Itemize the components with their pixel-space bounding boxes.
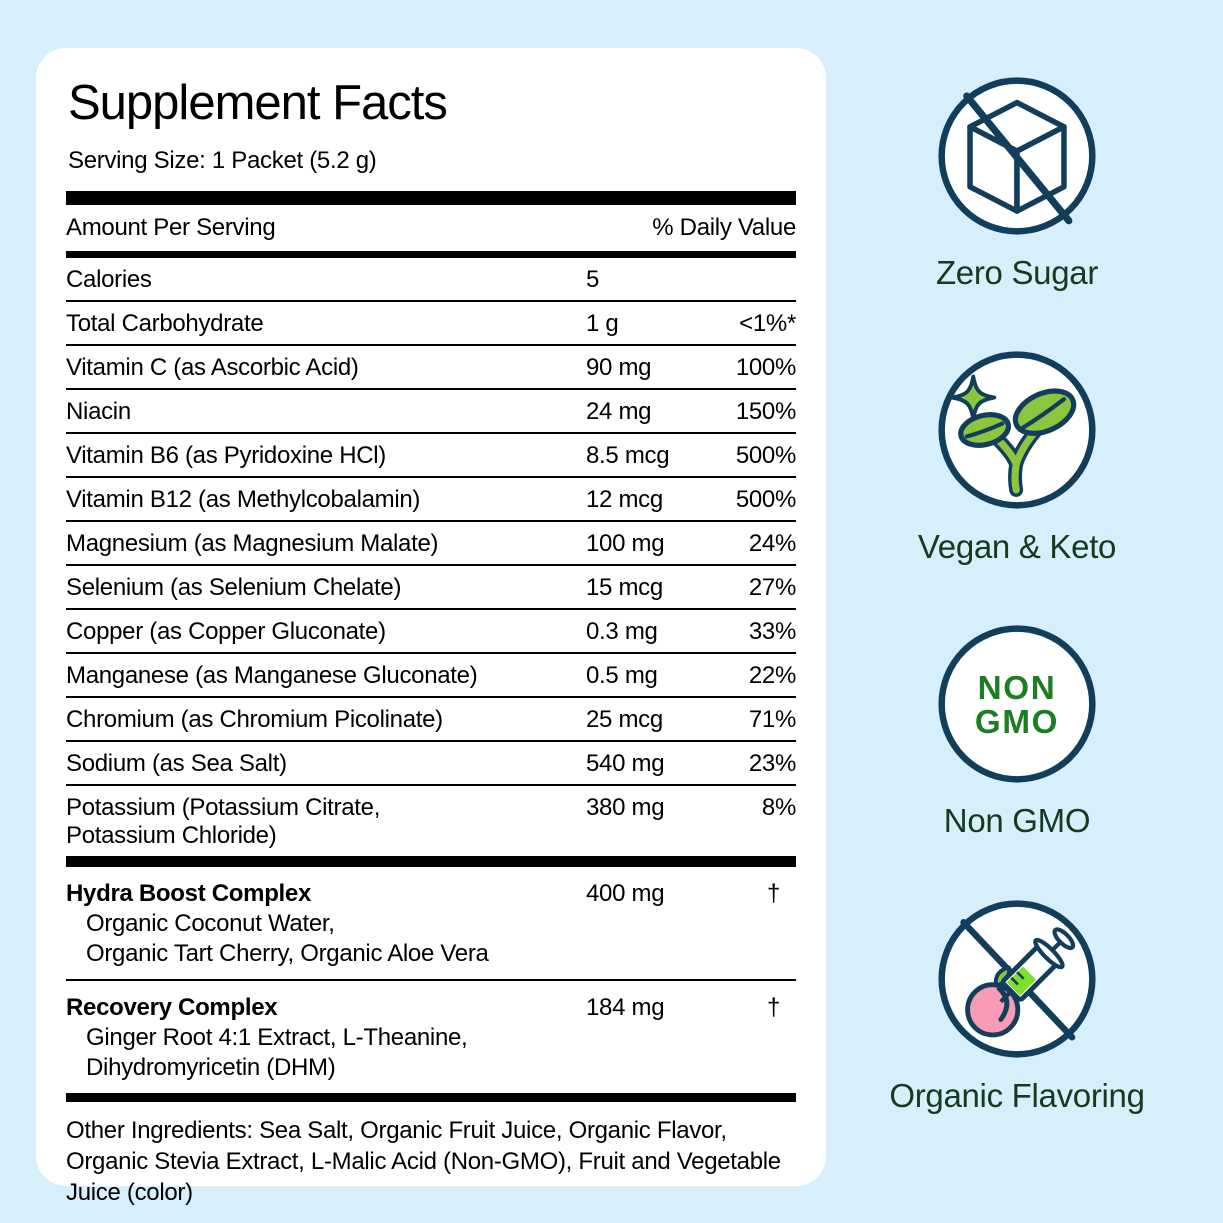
- table-row: Chromium (as Chromium Picolinate) 25 mcg…: [66, 698, 796, 743]
- badge-non-gmo: NON GMO Non GMO: [936, 623, 1098, 842]
- seal-text-line2: GMO: [975, 705, 1059, 742]
- badge-column: Zero Sugar Vegan & Keto NON GMO Non GMO: [886, 75, 1148, 1172]
- header-amount-per-serving: Amount Per Serving: [66, 214, 276, 242]
- complex-name: Recovery Complex: [66, 994, 278, 1022]
- nutrient-dv: <1%*: [739, 310, 796, 338]
- table-row: Sodium (as Sea Salt) 540 mg 23%: [66, 742, 796, 787]
- complex-block-recovery: Recovery Complex 184 mg † Ginger Root 4:…: [66, 981, 796, 1093]
- table-row: Calories 5: [66, 258, 796, 303]
- nutrient-dv: 71%: [748, 706, 796, 734]
- nutrient-amount: 15 mcg: [586, 574, 663, 602]
- table-header: Amount Per Serving % Daily Value: [66, 205, 796, 251]
- badge-zero-sugar: Zero Sugar: [936, 75, 1098, 294]
- seal-text-line1: NON: [978, 671, 1057, 708]
- nutrient-amount: 0.3 mg: [586, 618, 658, 646]
- divider-heavy: [66, 858, 796, 868]
- nutrient-name: Vitamin B6 (as Pyridoxine HCl): [66, 442, 387, 470]
- nutrient-dv: [716, 266, 796, 294]
- nutrient-amount: 1 g: [586, 310, 619, 338]
- nutrient-dv: 24%: [748, 530, 796, 558]
- nutrient-name: Vitamin C (as Ascorbic Acid): [66, 354, 359, 382]
- table-row: Vitamin C (as Ascorbic Acid) 90 mg 100%: [66, 346, 796, 391]
- complex-dv-dagger: †: [766, 994, 780, 1022]
- complex-name: Hydra Boost Complex: [66, 880, 312, 908]
- serving-size: Serving Size: 1 Packet (5.2 g): [68, 147, 377, 175]
- badge-organic-flavoring: Organic Flavoring: [889, 898, 1145, 1117]
- divider-thick: [66, 191, 796, 206]
- table-row: Magnesium (as Magnesium Malate) 100 mg 2…: [66, 522, 796, 567]
- divider-heavy: [66, 1093, 796, 1103]
- complex-amount: 184 mg: [586, 994, 665, 1022]
- nutrient-dv: 27%: [748, 574, 796, 602]
- badge-label: Vegan & Keto: [917, 528, 1117, 566]
- nutrient-name: Sodium (as Sea Salt): [66, 750, 287, 778]
- nutrient-amount: 100 mg: [586, 530, 665, 558]
- nutrient-amount: 540 mg: [586, 750, 665, 778]
- nutrient-name: Magnesium (as Magnesium Malate): [66, 530, 439, 558]
- nutrient-amount: 24 mg: [586, 398, 652, 426]
- nutrient-name: Niacin: [66, 398, 131, 426]
- nutrient-amount: 5: [586, 266, 600, 294]
- non-gmo-seal-icon: NON GMO: [938, 625, 1096, 784]
- complex-ingredient-line: Organic Coconut Water,: [86, 910, 335, 938]
- badge-vegan-keto: Vegan & Keto: [918, 349, 1116, 568]
- nutrient-name: Calories: [66, 266, 152, 294]
- nutrient-dv: 500%: [735, 442, 796, 470]
- table-row: Copper (as Copper Gluconate) 0.3 mg 33%: [66, 610, 796, 655]
- header-daily-value: % Daily Value: [652, 214, 796, 242]
- nutrient-name: Total Carbohydrate: [66, 310, 264, 338]
- divider-thin: [66, 979, 796, 982]
- table-row: Vitamin B6 (as Pyridoxine HCl) 8.5 mcg 5…: [66, 434, 796, 479]
- complex-ingredient-line: Dihydromyricetin (DHM): [86, 1054, 336, 1082]
- sprout-icon: [938, 351, 1096, 509]
- nutrient-dv: 8%: [761, 794, 796, 822]
- nutrient-name: Chromium (as Chromium Picolinate): [66, 706, 443, 734]
- other-ingredients: Other Ingredients: Sea Salt, Organic Fru…: [66, 1117, 781, 1207]
- complex-ingredient-line: Ginger Root 4:1 Extract, L-Theanine,: [86, 1024, 468, 1052]
- no-sugar-cube-icon: [938, 77, 1096, 235]
- supplement-facts-panel: Supplement Facts Serving Size: 1 Packet …: [36, 48, 826, 1206]
- nutrient-dv: 22%: [748, 662, 796, 690]
- complex-dv-dagger: †: [766, 880, 780, 908]
- panel-title: Supplement Facts: [68, 76, 448, 130]
- nutrient-dv: 500%: [735, 486, 796, 514]
- no-artificial-flavor-icon: [938, 900, 1096, 1058]
- table-row: Selenium (as Selenium Chelate) 15 mcg 27…: [66, 566, 796, 611]
- table-row: Niacin 24 mg 150%: [66, 390, 796, 435]
- badge-label: Non GMO: [943, 802, 1091, 840]
- nutrient-amount: 8.5 mcg: [586, 442, 670, 470]
- nutrient-dv: 33%: [748, 618, 796, 646]
- table-row: Vitamin B12 (as Methylcobalamin) 12 mcg …: [66, 478, 796, 523]
- nutrient-amount: 90 mg: [586, 354, 652, 382]
- nutrient-amount: 380 mg: [586, 794, 665, 822]
- complex-amount: 400 mg: [586, 880, 665, 908]
- nutrient-dv: 150%: [735, 398, 796, 426]
- badge-label: Organic Flavoring: [889, 1076, 1145, 1114]
- nutrient-dv: 100%: [735, 354, 796, 382]
- nutrient-name: Vitamin B12 (as Methylcobalamin): [66, 486, 421, 514]
- complex-ingredient-line: Organic Tart Cherry, Organic Aloe Vera: [86, 940, 489, 968]
- complex-block-hydra-boost: Hydra Boost Complex 400 mg † Organic Coc…: [66, 867, 796, 979]
- nutrient-amount: 0.5 mg: [586, 662, 658, 690]
- table-row: Potassium (Potassium Citrate, Potassium …: [66, 786, 796, 859]
- nutrient-dv: 23%: [748, 750, 796, 778]
- nutrient-name: Selenium (as Selenium Chelate): [66, 574, 402, 602]
- nutrient-name: Copper (as Copper Gluconate): [66, 618, 386, 646]
- nutrient-name: Potassium (Potassium Citrate, Potassium …: [66, 794, 381, 850]
- table-row: Manganese (as Manganese Gluconate) 0.5 m…: [66, 654, 796, 699]
- table-row: Total Carbohydrate 1 g <1%*: [66, 302, 796, 347]
- nutrient-name: Manganese (as Manganese Gluconate): [66, 662, 478, 690]
- nutrient-amount: 12 mcg: [586, 486, 663, 514]
- badge-label: Zero Sugar: [935, 254, 1099, 291]
- nutrient-amount: 25 mcg: [586, 706, 663, 734]
- divider-medium: [66, 251, 796, 259]
